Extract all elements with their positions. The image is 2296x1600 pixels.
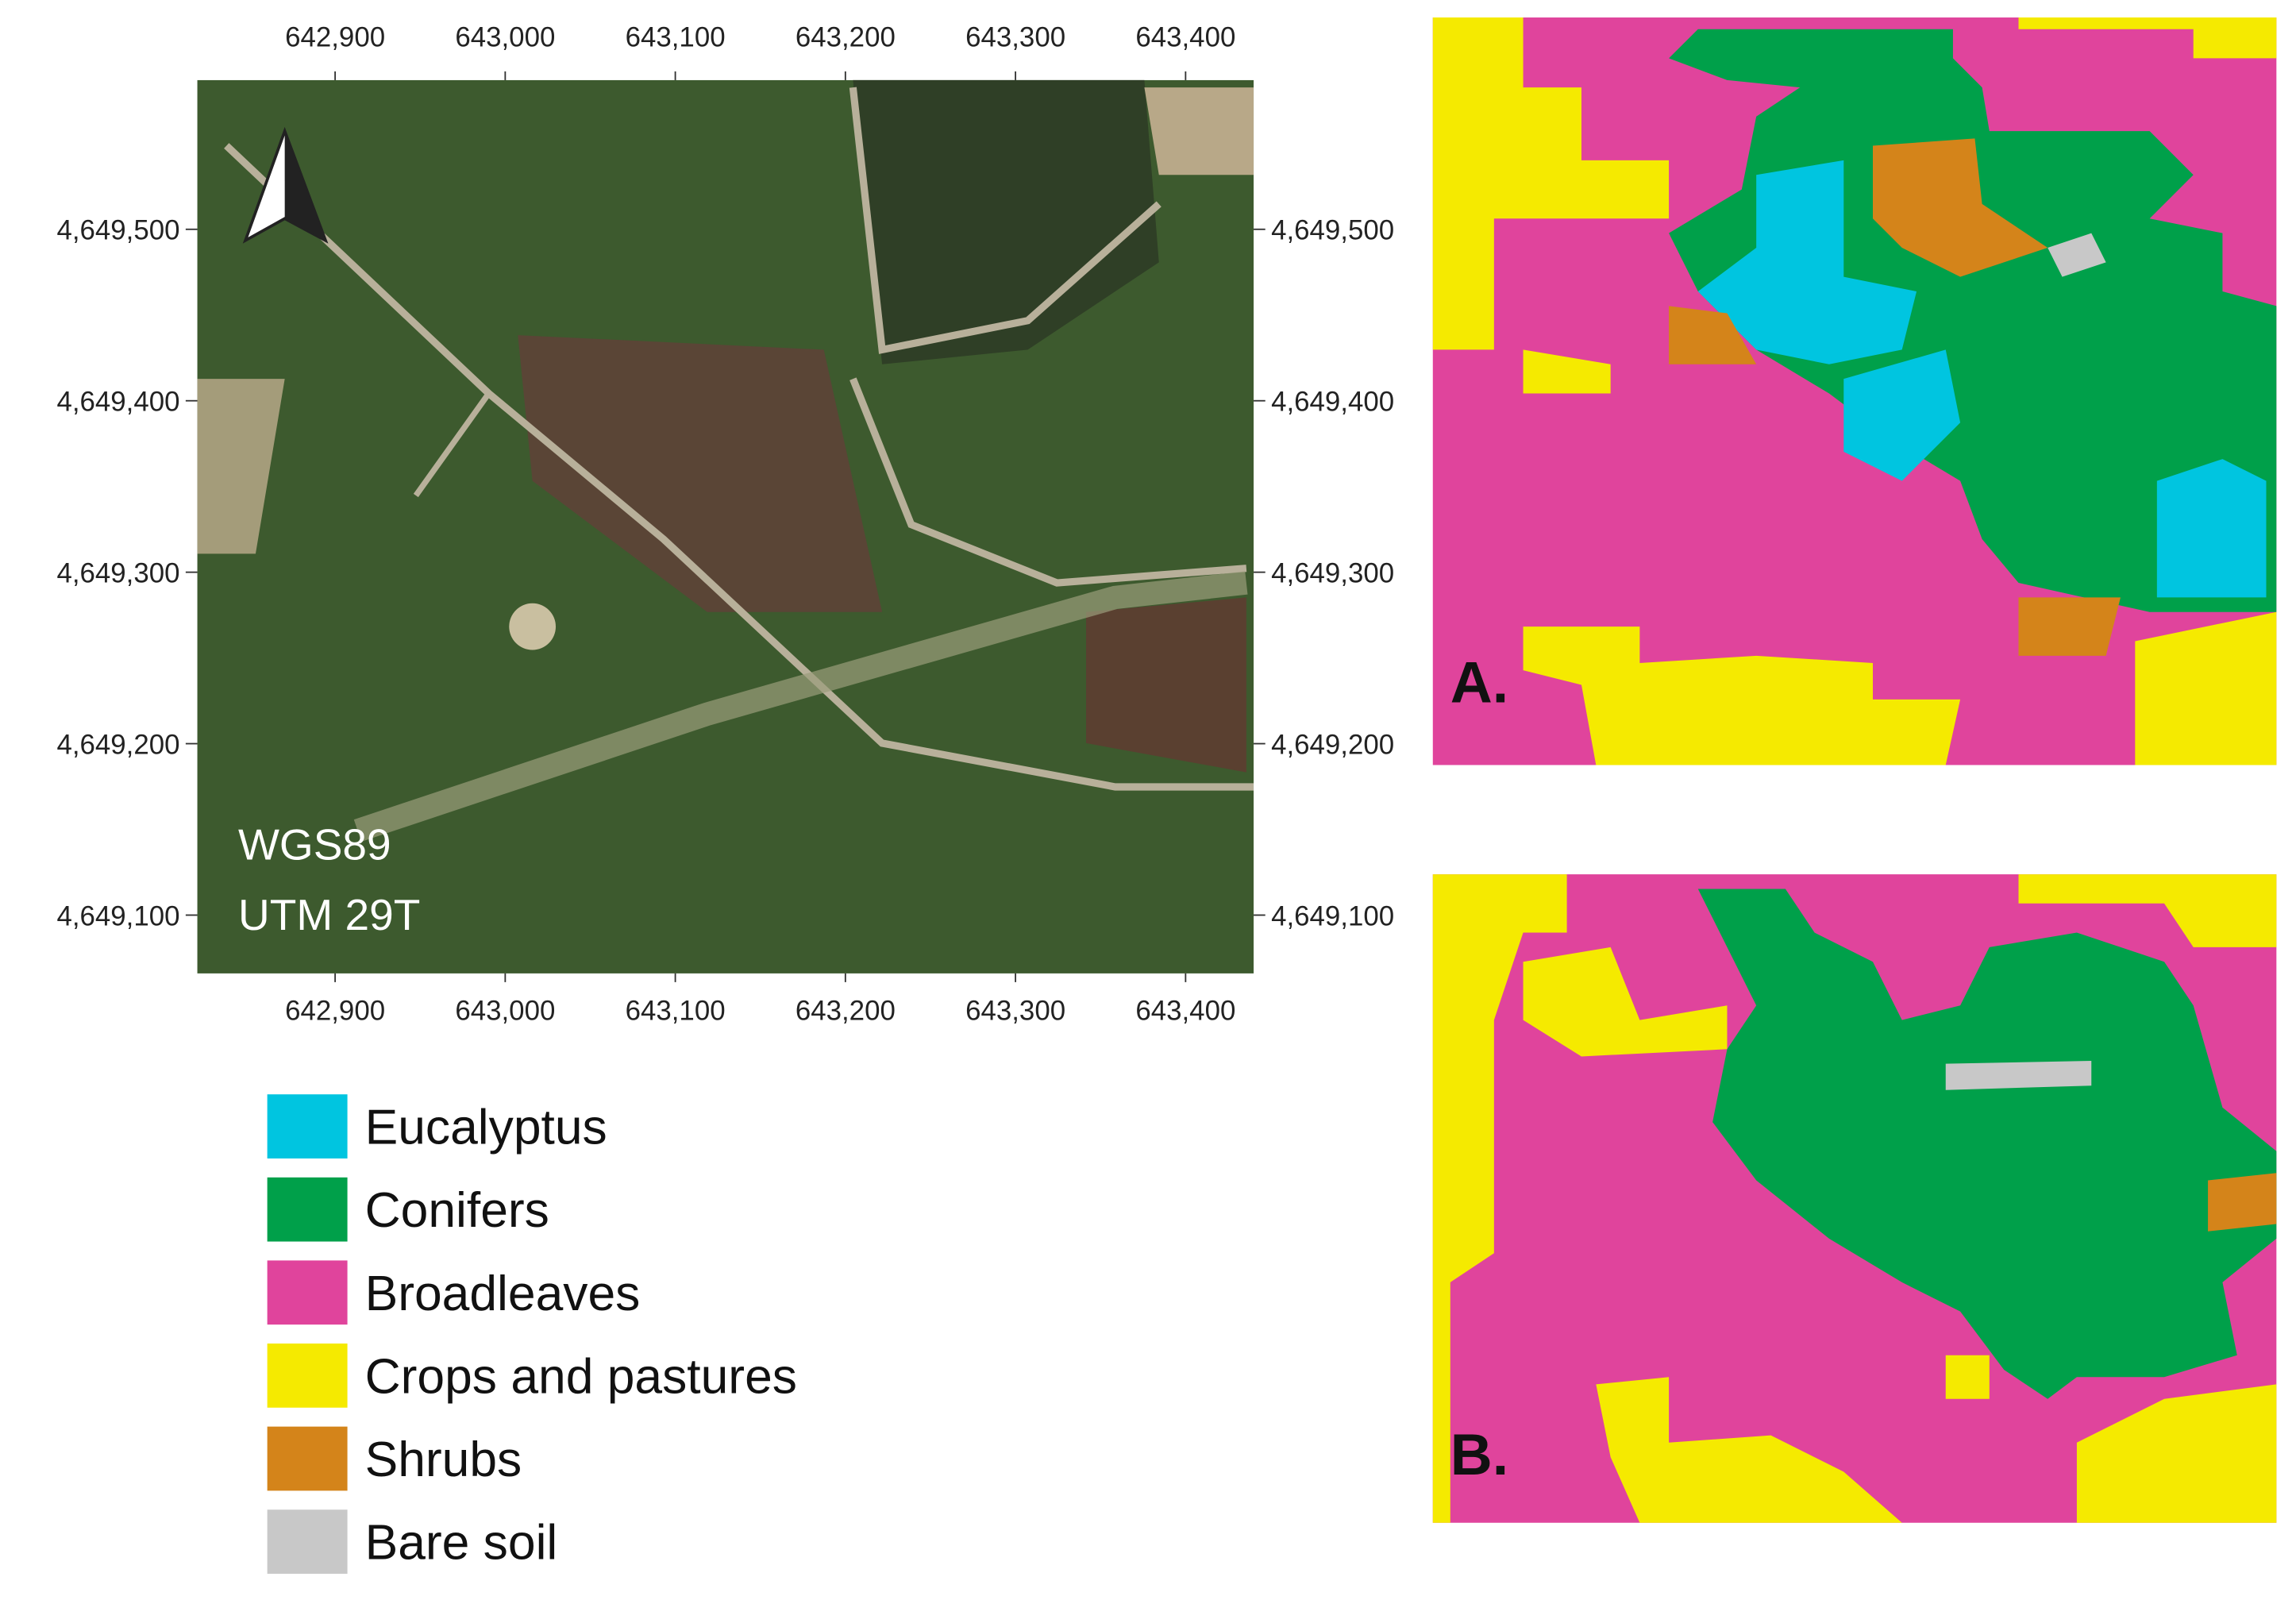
x-tick-label: 642,900 <box>285 996 385 1027</box>
land-cover-region <box>1872 138 2048 277</box>
land-cover-region <box>2135 611 2277 765</box>
land-cover-region <box>2048 233 2106 277</box>
legend-label: Broadleaves <box>365 1267 641 1321</box>
y-tick-label: 4,649,400 <box>1271 387 1394 418</box>
land-cover-region <box>1596 1377 1902 1523</box>
legend-swatch <box>267 1094 348 1159</box>
classification-map-b <box>1432 874 2277 1523</box>
land-cover-region <box>1523 627 1961 765</box>
legend-swatch <box>267 1426 348 1491</box>
axes: 642,900 642,900 643,000 643,000 643,100 643,1… <box>56 22 1394 1027</box>
classification-map-a <box>1432 17 2277 765</box>
y-tick-label: 4,649,100 <box>1271 900 1394 931</box>
x-tick-label: 643,100 <box>626 22 726 53</box>
y-tick-label: 4,649,200 <box>1271 729 1394 760</box>
land-cover-region <box>1697 160 1917 364</box>
y-tick-label: 4,649,300 <box>1271 557 1394 588</box>
legend-label: Conifers <box>365 1183 549 1238</box>
land-cover-region <box>2208 1173 2277 1232</box>
land-cover-region <box>1432 17 1670 350</box>
y-tick-label: 4,649,500 <box>56 215 179 246</box>
legend-swatch <box>267 1344 348 1408</box>
crs-label: WGS89 <box>238 820 391 869</box>
y-tick-label: 4,649,400 <box>56 387 179 418</box>
y-tick-label: 4,649,300 <box>56 557 179 588</box>
land-cover-region <box>2018 874 2277 947</box>
legend-label: Crops and pastures <box>365 1349 797 1404</box>
land-cover-region <box>1843 349 1961 481</box>
x-tick-label: 643,200 <box>796 996 896 1027</box>
x-tick-label: 643,400 <box>1135 996 1235 1027</box>
y-tick-label: 4,649,500 <box>1271 215 1394 246</box>
land-cover-region <box>2018 17 2277 59</box>
land-cover-region <box>1523 947 1728 1057</box>
land-cover-region <box>2018 597 2121 656</box>
legend-label: Bare soil <box>365 1516 558 1571</box>
aerial-image <box>197 79 1254 973</box>
legend-swatch <box>267 1177 348 1242</box>
land-cover-region <box>1945 1355 1990 1399</box>
legend-label: Shrubs <box>365 1432 522 1487</box>
land-cover-region <box>1669 306 1757 364</box>
legend-label: Eucalyptus <box>365 1101 607 1155</box>
x-tick-label: 643,200 <box>796 22 896 53</box>
crs-label: UTM 29T <box>238 890 420 939</box>
legend-swatch <box>267 1509 348 1574</box>
legend: Eucalyptus Conifers Broadleaves Crops and p… <box>267 1094 797 1574</box>
y-tick-label: 4,649,100 <box>56 900 179 931</box>
legend-swatch <box>267 1260 348 1325</box>
x-tick-label: 643,100 <box>626 996 726 1027</box>
x-tick-label: 643,000 <box>455 22 555 53</box>
y-tick-label: 4,649,200 <box>56 729 179 760</box>
land-cover-region <box>1432 874 1567 1523</box>
panel-label: A. <box>1450 650 1508 715</box>
land-cover-region <box>2156 459 2267 598</box>
x-tick-label: 643,300 <box>965 22 1065 53</box>
x-tick-label: 643,400 <box>1135 22 1235 53</box>
land-cover-region <box>2076 1384 2277 1523</box>
x-tick-label: 643,000 <box>455 996 555 1027</box>
land-cover-region <box>1945 1060 2092 1090</box>
x-tick-label: 643,300 <box>965 996 1065 1027</box>
x-tick-label: 642,900 <box>285 22 385 53</box>
land-cover-region <box>1697 889 2277 1399</box>
panel-label: B. <box>1450 1422 1508 1487</box>
